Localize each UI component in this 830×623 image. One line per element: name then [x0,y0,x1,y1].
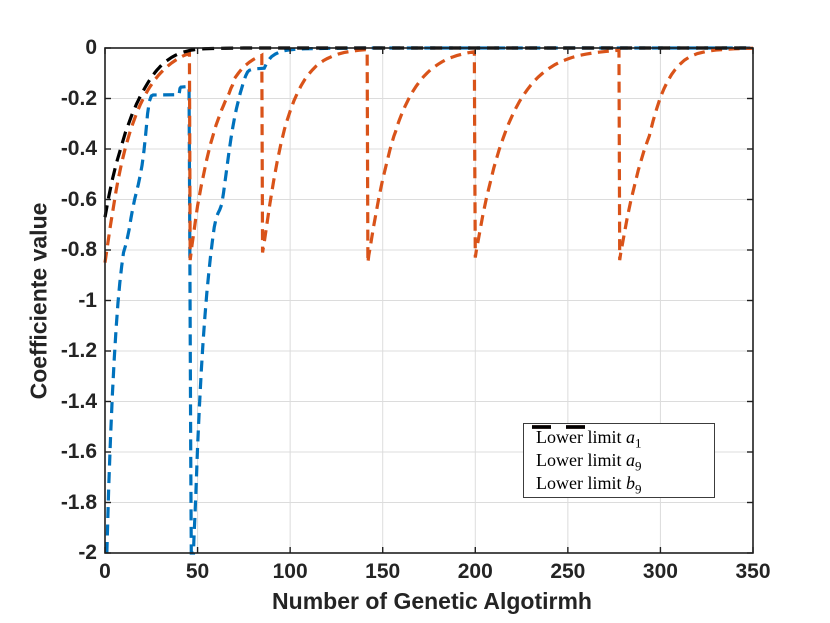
legend-item-a9: Lower limit a9 [524,425,714,474]
x-axis-label: Number of Genetic Algotirmh [272,588,592,614]
x-tick-label-250: 250 [550,560,586,583]
y-tick-label--0.8: -0.8 [60,238,97,261]
legend-item-b9: Lower limit b9 [524,425,714,497]
grid-lines [105,48,753,553]
legend-label-b9: Lower limit b9 [536,473,642,497]
x-tick-label-0: 0 [99,560,111,583]
y-tick-label--1.2: -1.2 [60,339,97,362]
x-tick-label-350: 350 [735,560,771,583]
series-line-a1 [105,46,753,555]
y-tick-label--1.6: -1.6 [60,440,97,463]
y-tick-label-0: 0 [85,36,97,59]
y-tick-label--0.4: -0.4 [60,137,97,160]
x-tick-label-100: 100 [272,560,308,583]
tick-marks [104,47,754,554]
y-tick-label--0.2: -0.2 [60,86,97,110]
y-tick-label--2: -2 [78,541,97,564]
x-tick-label-200: 200 [457,560,493,583]
series-line-b9 [103,46,753,218]
legend-label-a9: Lower limit a9 [536,450,642,474]
legend-box: Lower limit a1 Lower limit a9 Lower limit … [523,423,715,498]
x-tick-label-150: 150 [365,560,401,583]
x-tick-label-300: 300 [642,560,678,583]
y-tick-label--1: -1 [78,288,97,312]
legend-line-sample-b9 [532,425,586,429]
y-tick-label--1.8: -1.8 [60,490,97,514]
x-tick-label-50: 50 [185,560,210,583]
y-axis-label: Coefficiente value [25,202,52,400]
legend-label-a1: Lower limit a1 [536,427,642,451]
y-tick-label--0.6: -0.6 [60,187,97,211]
series-line-a9 [103,46,754,263]
y-tick-label--1.4: -1.4 [60,389,97,413]
series-group [103,46,754,555]
